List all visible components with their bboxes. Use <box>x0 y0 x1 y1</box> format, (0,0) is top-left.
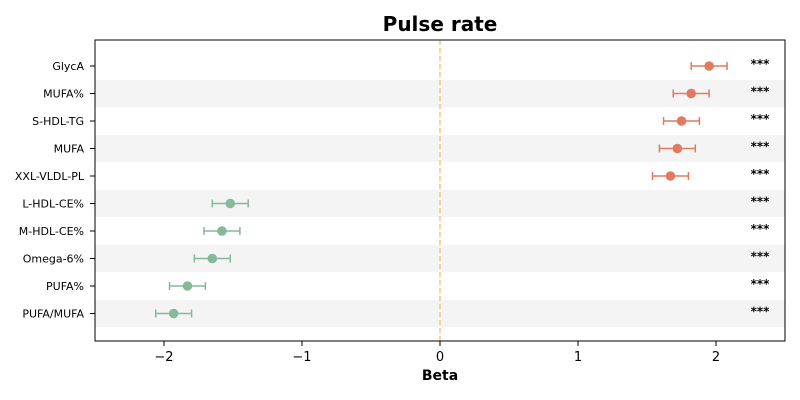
beta-point <box>182 281 193 291</box>
y-tick-label: PUFA% <box>46 280 84 293</box>
row-pufa-: PUFA% *** <box>46 277 770 293</box>
beta-point <box>207 253 218 264</box>
beta-point <box>225 198 236 209</box>
y-tick-label: GlycA <box>52 60 84 73</box>
y-tick-label: MUFA% <box>43 88 84 101</box>
significance-marker: *** <box>751 305 771 319</box>
significance-marker: *** <box>751 195 771 209</box>
x-axis-label: Beta <box>422 368 458 384</box>
row-omega-6-: Omega-6% *** <box>23 250 770 266</box>
significance-marker: *** <box>751 250 771 264</box>
significance-marker: *** <box>751 85 771 99</box>
y-tick-label: L-HDL-CE% <box>22 198 84 211</box>
y-tick-label: S-HDL-TG <box>32 115 84 128</box>
significance-marker: *** <box>751 167 771 181</box>
row-pufa-mufa: PUFA/MUFA *** <box>22 305 770 321</box>
row-s-hdl-tg: S-HDL-TG *** <box>32 112 770 128</box>
significance-marker: *** <box>751 277 771 291</box>
data-rows: GlycA ***MUFA% ***S-HDL-TG ***MUFA ***XXL-VL… <box>15 57 770 321</box>
y-tick-label: MUFA <box>54 143 85 156</box>
beta-point <box>217 226 227 236</box>
y-tick-label: XXL-VLDL-PL <box>15 170 85 183</box>
significance-marker: *** <box>751 112 771 126</box>
row-mufa: MUFA *** <box>54 140 771 156</box>
x-axis: −2 −1 0 1 2 <box>154 341 720 365</box>
row-mufa-: MUFA% *** <box>43 85 770 101</box>
beta-point <box>672 143 683 154</box>
y-tick-label: PUFA/MUFA <box>22 308 84 321</box>
significance-marker: *** <box>751 140 771 154</box>
y-tick-label: Omega-6% <box>23 253 84 266</box>
beta-point <box>665 171 676 181</box>
beta-point <box>704 61 714 71</box>
row-glyca: GlycA *** <box>52 57 770 73</box>
x-tick-label: 1 <box>574 350 582 365</box>
x-tick-label: 2 <box>712 350 720 365</box>
significance-marker: *** <box>751 222 771 236</box>
row-m-hdl-ce-: M-HDL-CE% *** <box>19 222 770 238</box>
chart-title: Pulse rate <box>383 12 498 36</box>
row-xxl-vldl-pl: XXL-VLDL-PL *** <box>15 167 770 183</box>
significance-marker: *** <box>751 57 771 71</box>
x-tick-label: −2 <box>154 350 173 365</box>
x-tick-label: 0 <box>436 350 444 365</box>
beta-point <box>676 116 687 126</box>
beta-point <box>168 308 179 319</box>
x-tick-label: −1 <box>292 350 311 365</box>
beta-point <box>686 88 696 99</box>
y-tick-label: M-HDL-CE% <box>19 225 84 238</box>
row-l-hdl-ce-: L-HDL-CE% *** <box>22 195 770 211</box>
